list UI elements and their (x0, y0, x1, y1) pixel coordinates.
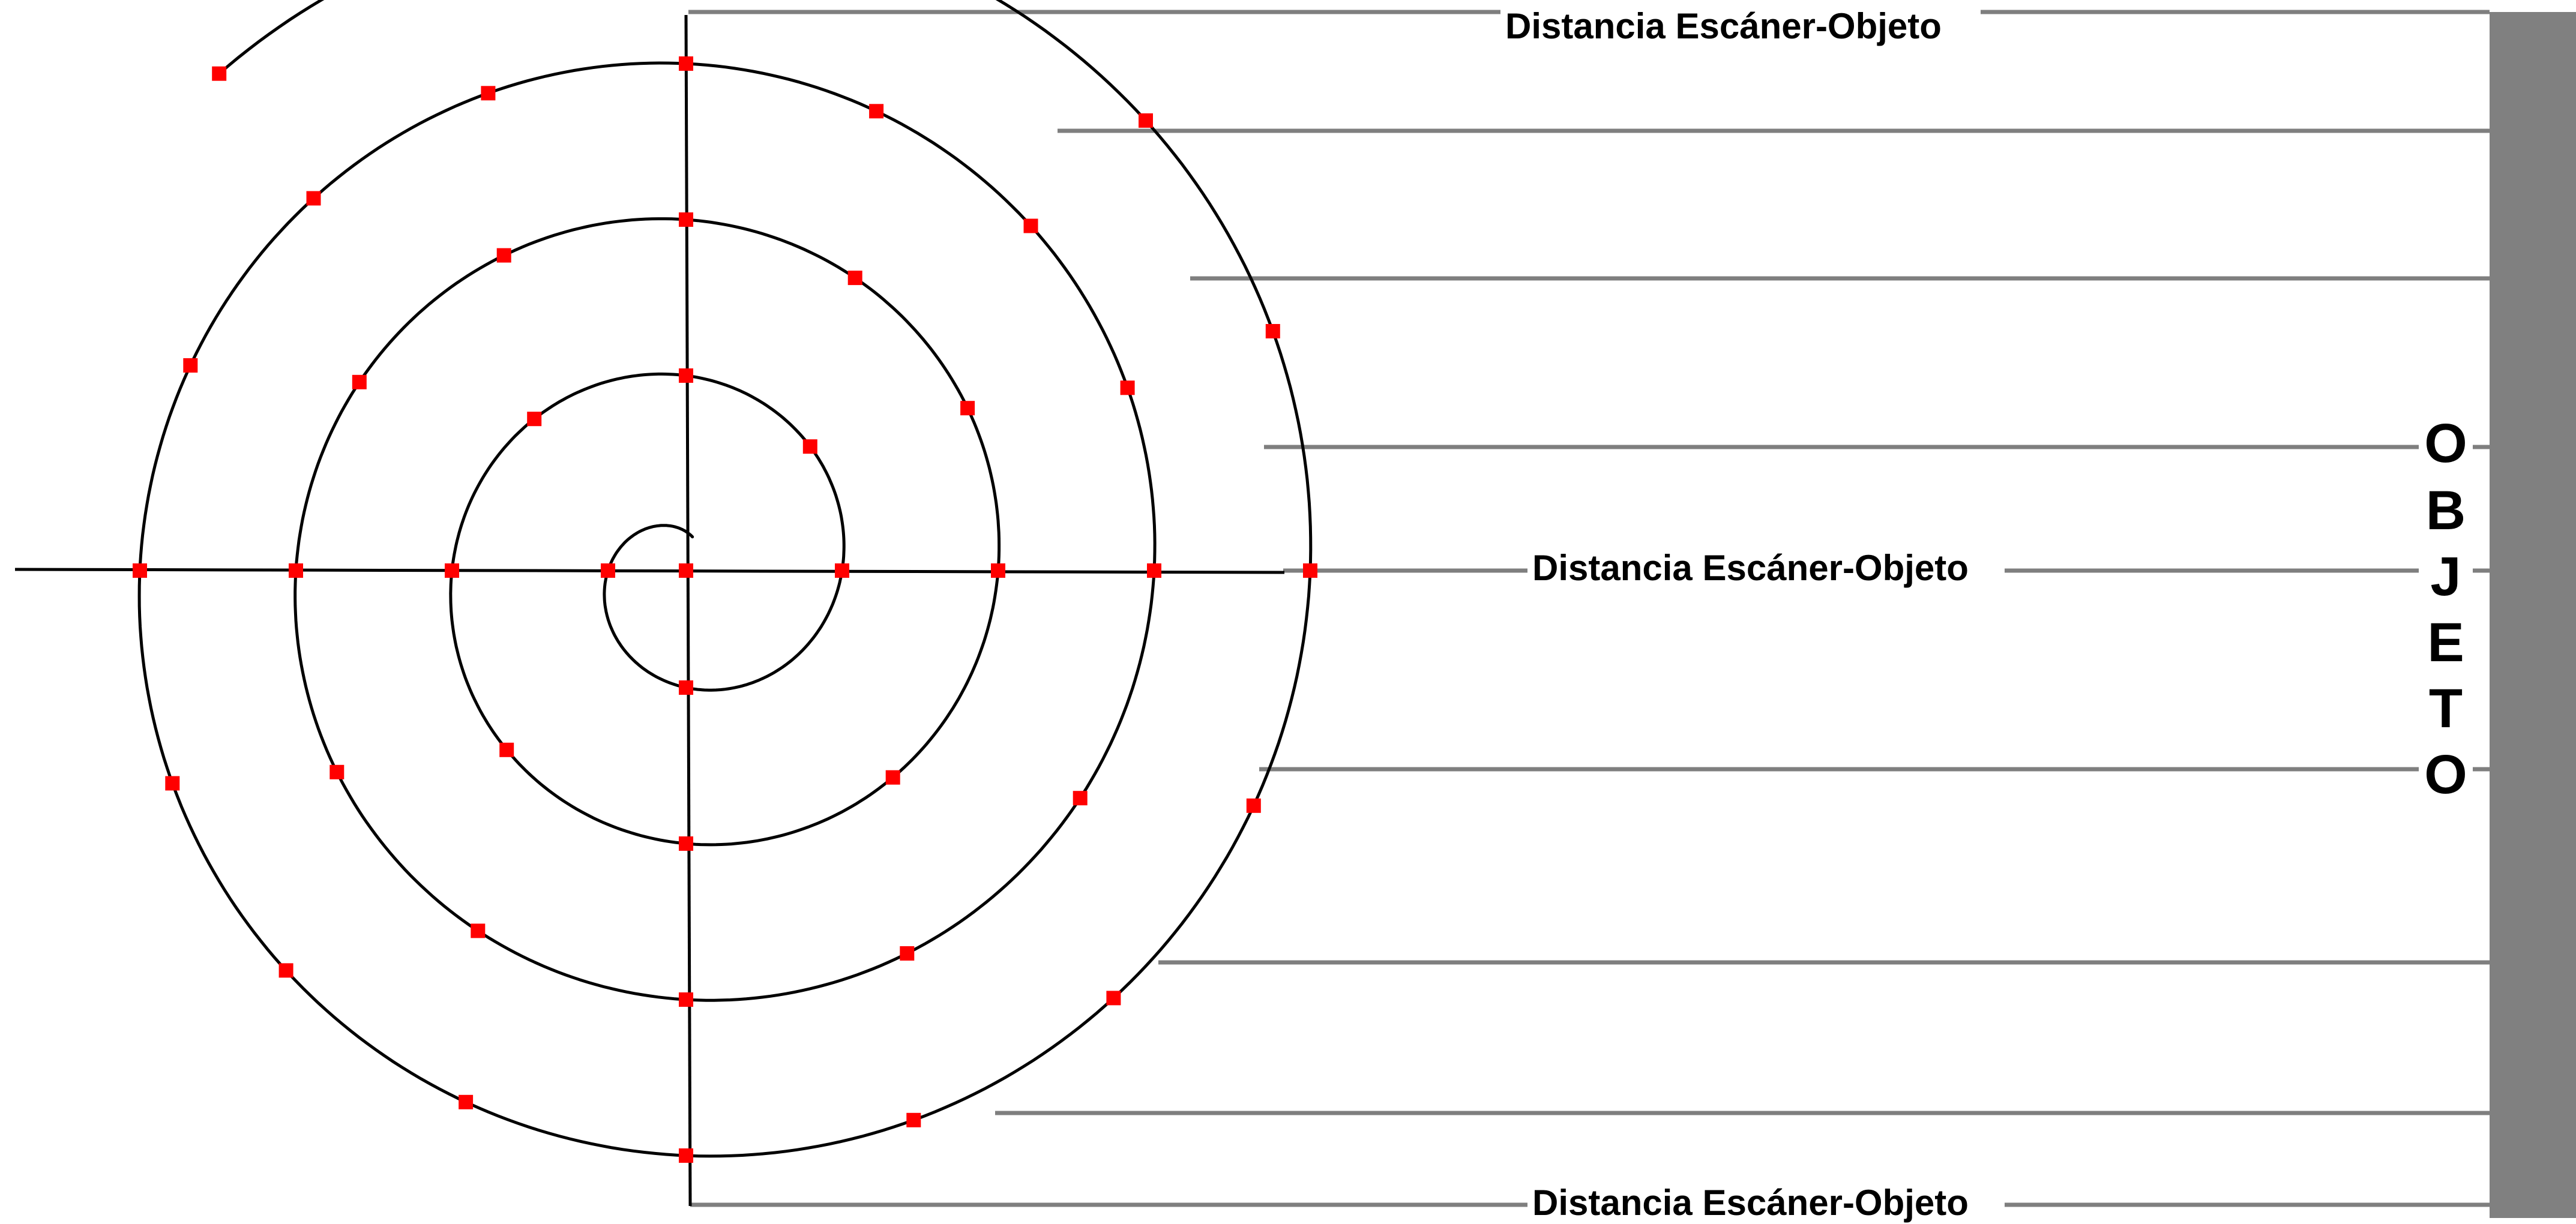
sample-point (835, 563, 849, 578)
sample-point (679, 368, 693, 383)
sample-point (289, 563, 303, 578)
sample-point (1246, 798, 1261, 813)
sample-point (679, 680, 693, 695)
object-letter: J (2430, 546, 2461, 607)
sample-point (869, 104, 884, 119)
sample-point (847, 271, 862, 286)
sample-point (1139, 113, 1153, 128)
object-label: O B J E T O (2424, 413, 2467, 805)
sample-point (1073, 791, 1088, 806)
object-letter: B (2426, 480, 2466, 541)
sample-point (278, 963, 293, 978)
distance-label-bottom: Distancia Escáner-Objeto (1532, 1183, 1969, 1223)
sample-point (212, 66, 227, 81)
sample-point (679, 992, 693, 1007)
sample-point (330, 764, 345, 779)
sample-point (679, 56, 693, 71)
sample-point (679, 212, 693, 227)
sample-point (885, 770, 900, 785)
sample-point (1147, 563, 1161, 578)
scan-spiral (137, 0, 1313, 1158)
sample-points (133, 56, 1317, 1163)
sample-point (133, 563, 147, 578)
object-letter: T (2429, 678, 2463, 739)
sample-point (679, 836, 693, 851)
sample-point (601, 563, 615, 578)
sample-point (679, 563, 693, 578)
sample-point (527, 412, 542, 427)
distance-label-top: Distancia Escáner-Objeto (1505, 6, 1942, 46)
sample-point (1120, 380, 1135, 395)
vertical-axis (684, 14, 692, 1207)
distance-lines (688, 10, 2490, 1207)
sample-point (471, 923, 486, 938)
sample-point (481, 86, 496, 101)
sample-point (906, 1112, 921, 1127)
sample-point (802, 439, 817, 454)
horizontal-axis (14, 568, 1285, 574)
sample-point (960, 401, 975, 416)
sample-point (1106, 991, 1121, 1006)
object-letter: E (2427, 612, 2464, 673)
sample-point (165, 776, 180, 791)
object-letter: O (2424, 744, 2467, 805)
sample-point (1023, 218, 1038, 233)
sample-point (352, 374, 367, 389)
sample-point (496, 248, 511, 263)
sample-point (991, 563, 1005, 578)
spiral-axes (14, 14, 1285, 1207)
sample-point (1265, 324, 1280, 338)
sample-point (459, 1094, 474, 1109)
sample-point (445, 563, 459, 578)
object-wall (2490, 12, 2576, 1218)
sample-point (499, 742, 514, 757)
sample-point (900, 946, 915, 961)
sample-point (306, 191, 321, 206)
sample-point (679, 1148, 693, 1163)
sample-point (1303, 563, 1317, 578)
distance-label-middle: Distancia Escáner-Objeto (1532, 548, 1969, 588)
object-letter: O (2424, 413, 2467, 474)
sample-point (183, 358, 198, 373)
